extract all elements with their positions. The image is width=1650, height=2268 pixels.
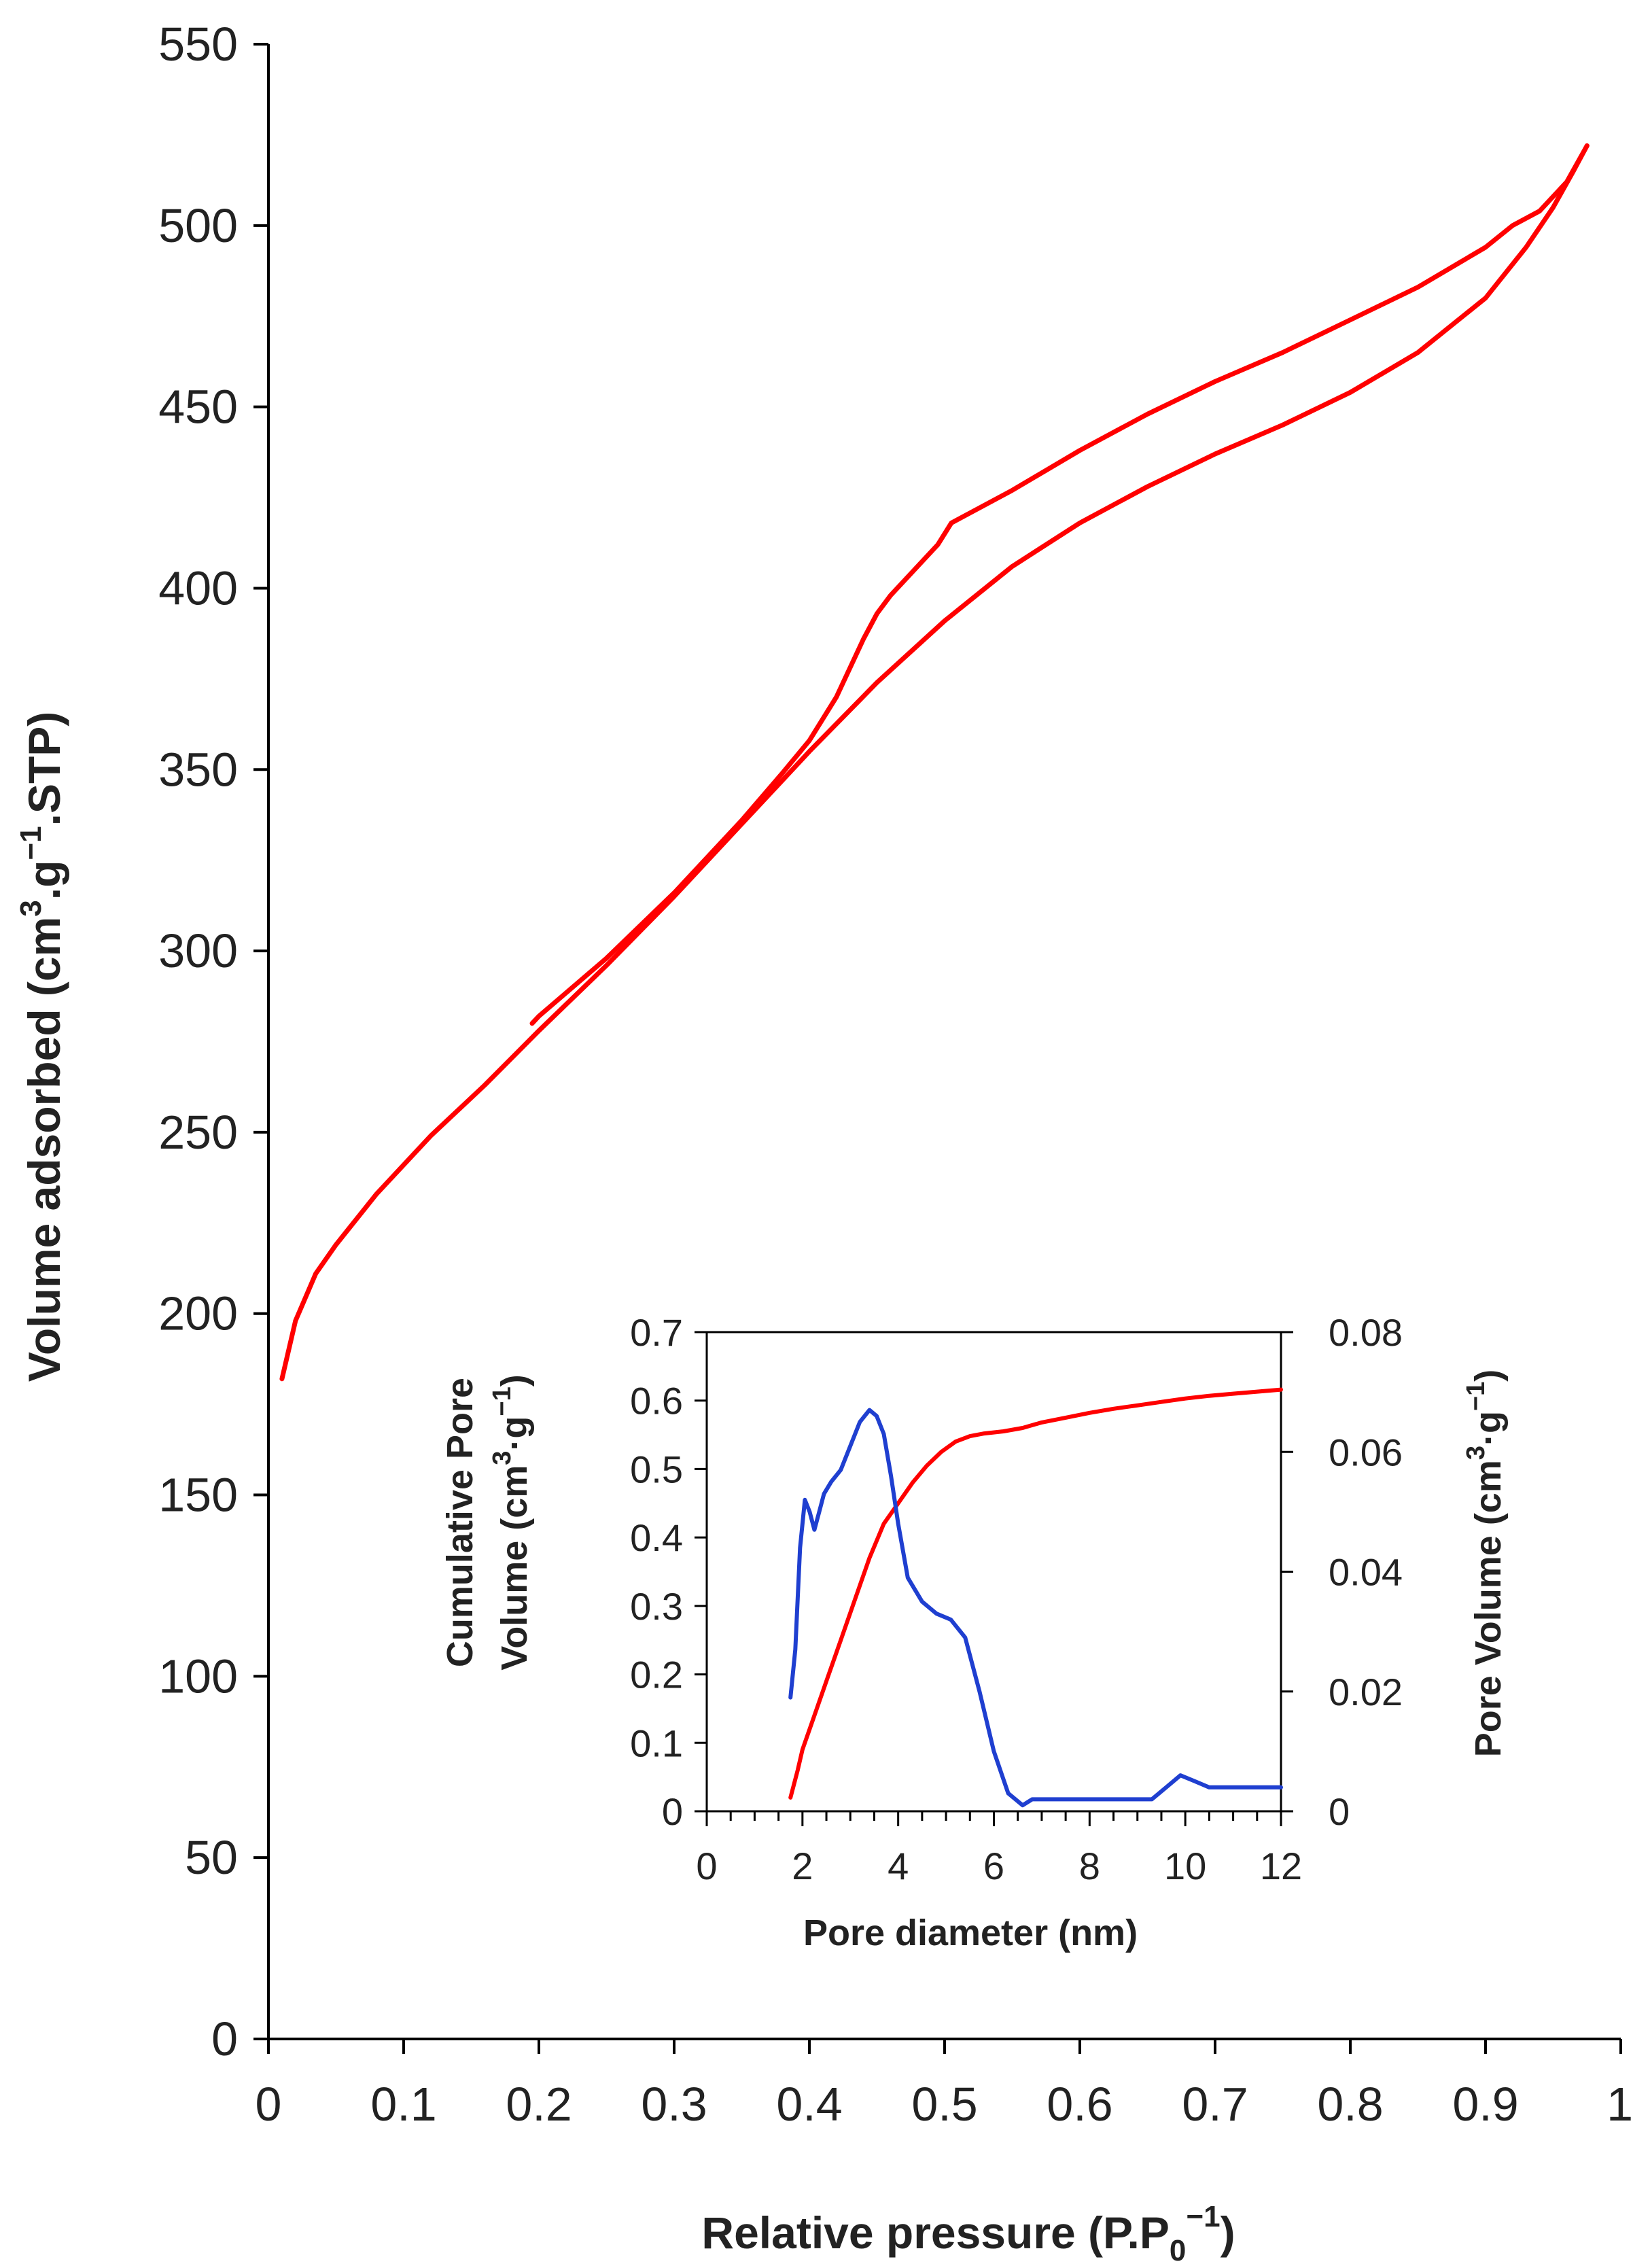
x-tick-label: 0.5 bbox=[911, 2078, 977, 2131]
inset-right-tick-label: 0.08 bbox=[1329, 1311, 1403, 1354]
adsorption-branch-line bbox=[279, 143, 1590, 1382]
x-tick-label: 0.9 bbox=[1452, 2078, 1518, 2131]
x-tick-label: 1 bbox=[1607, 2078, 1633, 2131]
inset-left-tick-label: 0.3 bbox=[630, 1585, 683, 1628]
inset-left-axis-title-line1: Cumulative Pore bbox=[440, 1378, 480, 1667]
y-axis-title: Volume adsorbed (cm3.g−1.STP) bbox=[14, 712, 69, 1382]
x-tick-label: 0 bbox=[256, 2078, 282, 2131]
y-tick-label: 300 bbox=[158, 924, 238, 977]
y-tick-label: 550 bbox=[158, 18, 238, 71]
inset-x-tick-label: 10 bbox=[1164, 1845, 1206, 1887]
inset-left-tick-label: 0.1 bbox=[630, 1722, 683, 1764]
y-tick-label: 150 bbox=[158, 1469, 238, 1522]
x-tick-label: 0.6 bbox=[1047, 2078, 1112, 2131]
x-axis-title: Relative pressure (P.P0−1) bbox=[701, 2200, 1235, 2267]
inset-x-tick-label: 12 bbox=[1260, 1845, 1302, 1887]
desorption-branch-line bbox=[529, 143, 1590, 1026]
x-tick-label: 0.3 bbox=[641, 2078, 707, 2131]
cumulative-pore-volume-line bbox=[788, 1387, 1283, 1800]
inset-left-tick-label: 0.6 bbox=[630, 1380, 683, 1423]
inset-right-axis-title: Pore Volume (cm3·g−1) bbox=[1462, 1369, 1509, 1758]
inset-series-group bbox=[788, 1387, 1283, 1808]
y-tick-label: 100 bbox=[158, 1650, 238, 1703]
inset-left-tick-label: 0.7 bbox=[630, 1311, 683, 1354]
inset-x-tick-label: 0 bbox=[696, 1845, 717, 1887]
y-tick-label: 500 bbox=[158, 199, 238, 252]
x-tick-label: 0.2 bbox=[506, 2078, 572, 2131]
inset-x-tick-label: 4 bbox=[888, 1845, 909, 1887]
inset-frame bbox=[705, 1331, 1282, 1813]
inset-left-axis-title-line2: Volume (cm3·g−1) bbox=[488, 1374, 535, 1670]
inset-x-axis-title: Pore diameter (nm) bbox=[803, 1913, 1138, 1953]
y-tick-label: 0 bbox=[211, 2012, 238, 2065]
inset-x-tick-label: 2 bbox=[792, 1845, 813, 1887]
y-tick-label: 450 bbox=[158, 381, 238, 434]
inset-x-tick-label: 6 bbox=[983, 1845, 1004, 1887]
main-series-group bbox=[279, 143, 1590, 1382]
pore-volume-distribution-line bbox=[788, 1408, 1283, 1808]
y-tick-label: 200 bbox=[158, 1287, 238, 1340]
inset-x-tick-label: 8 bbox=[1079, 1845, 1100, 1887]
x-tick-label: 0.4 bbox=[776, 2078, 842, 2131]
x-tick-label: 0.8 bbox=[1317, 2078, 1383, 2131]
inset-right-tick-label: 0.04 bbox=[1329, 1551, 1403, 1594]
inset-left-tick-label: 0.5 bbox=[630, 1448, 683, 1490]
y-tick-label: 400 bbox=[158, 561, 238, 614]
x-tick-label: 0.7 bbox=[1182, 2078, 1248, 2131]
inset-right-tick-label: 0 bbox=[1329, 1790, 1350, 1833]
inset-left-tick-label: 0.2 bbox=[630, 1654, 683, 1696]
inset-left-tick-label: 0 bbox=[662, 1790, 683, 1833]
y-tick-label: 250 bbox=[158, 1106, 238, 1159]
y-tick-label: 350 bbox=[158, 743, 238, 796]
inset-axes: 0 0.1 0.2 0.3 0.4 0.5 0.6 0.7 0 0.02 0.04 0.06 0.08 0… bbox=[630, 1311, 1403, 1887]
inset-right-tick-label: 0.06 bbox=[1329, 1431, 1403, 1473]
inset-right-tick-label: 0.02 bbox=[1329, 1671, 1403, 1713]
y-tick-label: 50 bbox=[185, 1831, 238, 1884]
x-tick-label: 0.1 bbox=[370, 2078, 436, 2131]
inset-left-tick-label: 0.4 bbox=[630, 1516, 683, 1559]
